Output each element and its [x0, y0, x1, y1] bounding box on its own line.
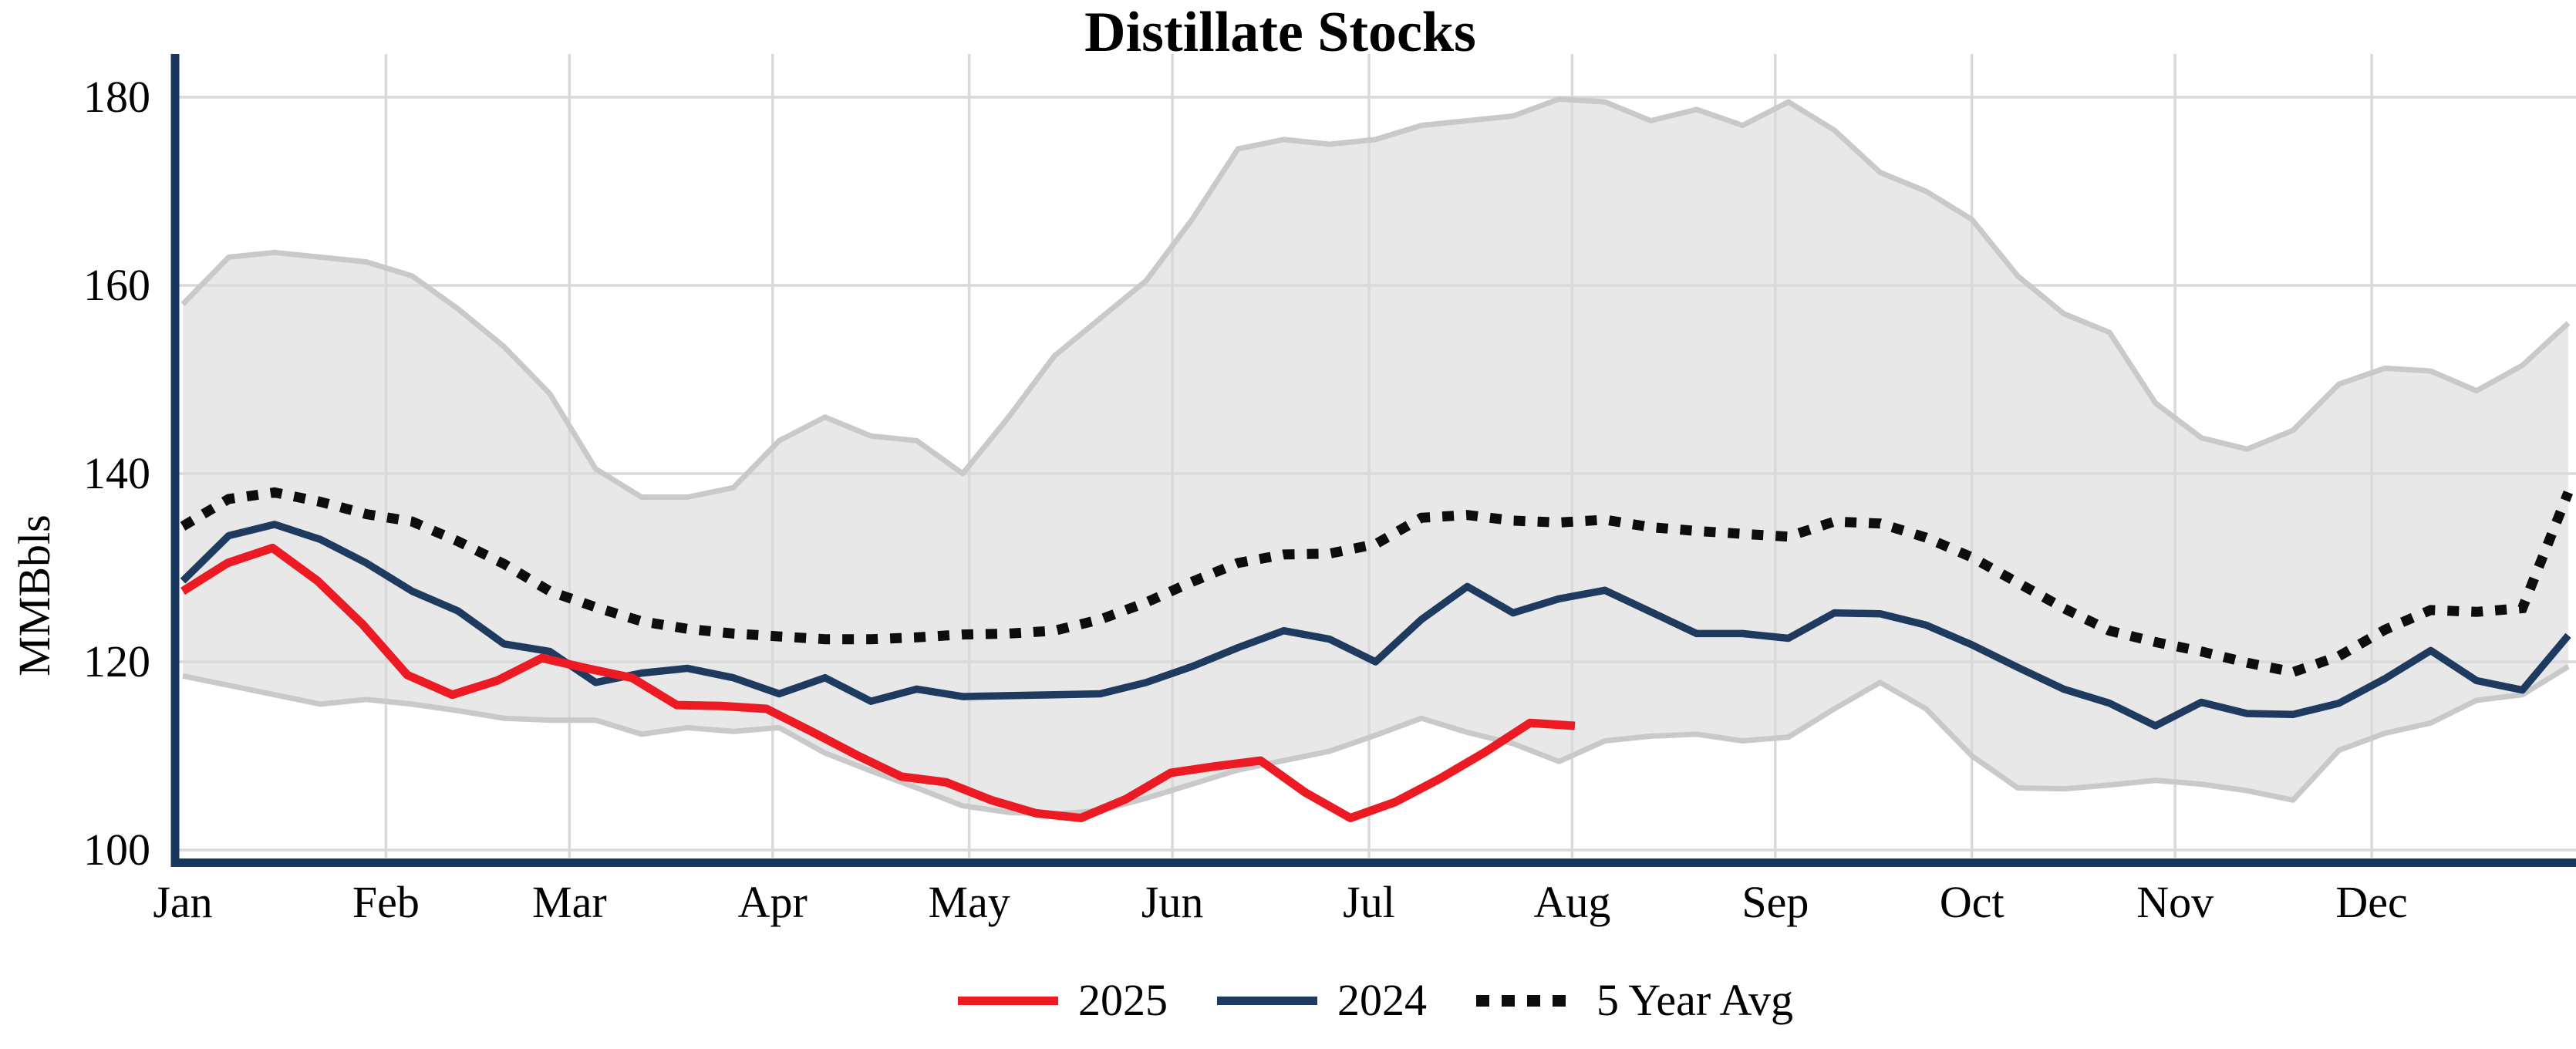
y-tick-label-120: 120: [83, 636, 150, 686]
band-upper-edge: [180, 96, 2571, 500]
legend-label-5yr-avg: 5 Year Avg: [1596, 975, 1794, 1025]
line-2025: [180, 543, 1576, 822]
x-tick-label-Jun: Jun: [1141, 877, 1204, 927]
x-axis-spine: [170, 858, 2576, 867]
legend-swatch-2024-line: [1216, 996, 1317, 1005]
y-tick-label-180: 180: [83, 72, 150, 122]
x-tick-label-Apr: Apr: [737, 877, 808, 927]
chart-title: Distillate Stocks: [1084, 1, 1476, 64]
x-tick-label-Oct: Oct: [1939, 877, 2004, 927]
band-lower-edge: [182, 664, 2570, 818]
legend: 2025 2024 5 Year Avg: [175, 973, 2576, 1027]
legend-swatch-5yr-avg-dotted-line: [1475, 994, 1576, 1007]
data-lines: [180, 487, 2574, 822]
y-tick-label-140: 140: [83, 448, 150, 498]
x-tick-label-Nov: Nov: [2136, 877, 2214, 927]
legend-item-2025: 2025: [957, 973, 1168, 1027]
legend-label-2025: 2025: [1077, 975, 1168, 1025]
x-tick-label-Jul: Jul: [1343, 877, 1395, 927]
y-tick-label-160: 160: [83, 260, 150, 310]
legend-swatch-2025-line: [957, 996, 1058, 1005]
y-tick-label-100: 100: [83, 825, 150, 875]
legend-label-2024: 2024: [1337, 975, 1427, 1025]
axis-spines: [170, 54, 2576, 867]
legend-item-2024: 2024: [1216, 973, 1427, 1027]
line-2024: [180, 521, 2571, 730]
x-tick-label-Mar: Mar: [532, 877, 607, 927]
x-tick-label-Feb: Feb: [352, 877, 420, 927]
x-tick-label-Dec: Dec: [2335, 877, 2408, 927]
legend-item-5yr-avg: 5 Year Avg: [1475, 973, 1794, 1027]
x-tick-label-Jan: Jan: [153, 877, 213, 927]
x-tick-label-Aug: Aug: [1533, 877, 1611, 927]
y-axis-spine: [170, 54, 180, 867]
five-year-range-band-edges: [180, 96, 2571, 818]
x-tick-label-May: May: [928, 877, 1010, 927]
x-tick-label-Sep: Sep: [1741, 877, 1809, 927]
